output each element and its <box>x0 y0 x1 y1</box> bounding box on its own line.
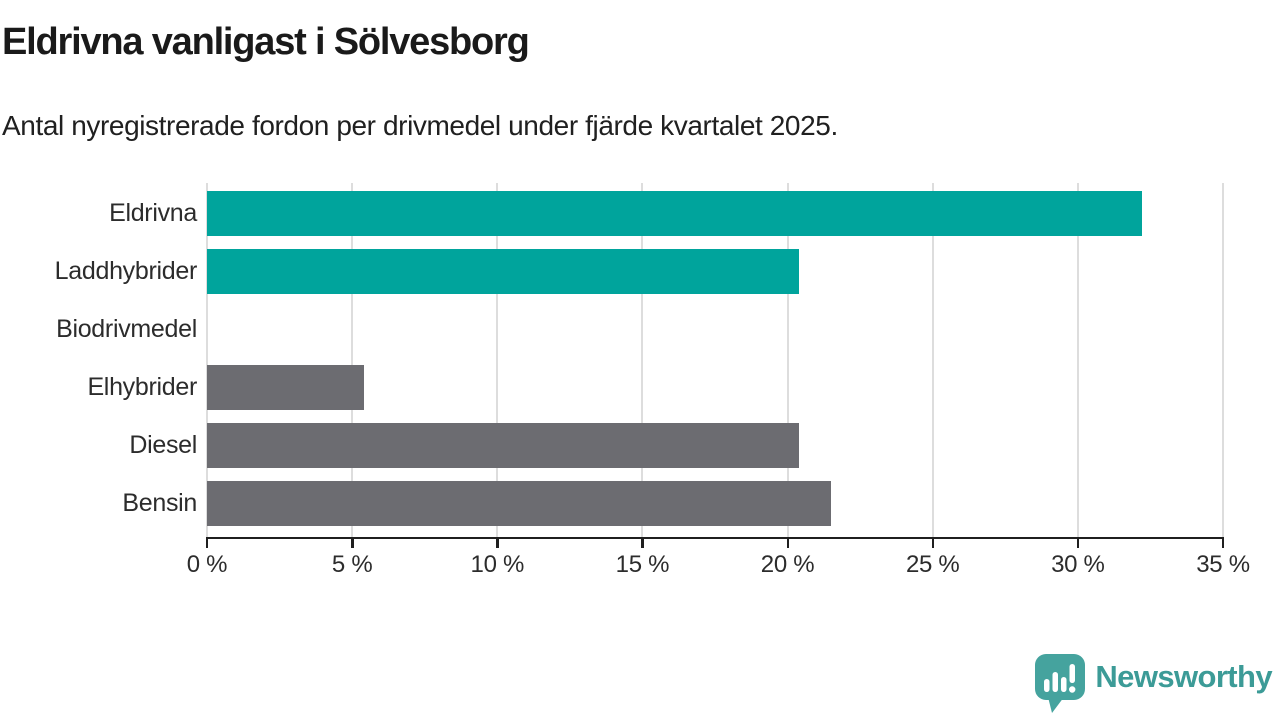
x-axis-tick-label: 5 % <box>331 551 373 578</box>
bar-laddhybrider <box>207 249 800 294</box>
chart-title: Eldrivna vanligast i Sölvesborg <box>2 21 530 63</box>
y-axis-label: Biodrivmedel <box>56 315 197 343</box>
grid-line <box>1222 183 1224 537</box>
bar-diesel <box>207 423 800 468</box>
x-axis-tick-label: 35 % <box>1196 551 1250 578</box>
x-axis-tick <box>641 539 644 548</box>
bar-eldrivna <box>207 191 1142 236</box>
grid-line <box>206 183 208 537</box>
x-axis-line <box>206 537 1224 540</box>
grid-line <box>351 183 354 537</box>
grid-line <box>496 183 499 537</box>
grid-line <box>931 183 934 537</box>
newsworthy-logo: Newsworthy <box>1034 653 1273 715</box>
y-axis-label: Laddhybrider <box>54 257 198 285</box>
y-axis-label: Diesel <box>129 431 197 459</box>
y-axis-label: Bensin <box>122 489 197 517</box>
bar-bensin <box>207 481 832 526</box>
x-axis-tick-label: 15 % <box>615 551 670 578</box>
grid-line <box>1076 183 1079 537</box>
newsworthy-logo-icon <box>1035 654 1086 713</box>
x-axis-tick <box>786 539 789 548</box>
x-axis-tick-label: 25 % <box>905 551 960 578</box>
bar-chart-plot-area: Eldrivna Laddhybrider Biodrivmedel Elhybrid… <box>55 183 1250 578</box>
x-axis-tick-label: 0 % <box>186 551 228 578</box>
x-axis-tick <box>1076 539 1080 548</box>
grid-line <box>786 183 789 537</box>
x-axis-tick <box>931 539 935 548</box>
x-axis-tick-label: 20 % <box>760 551 815 578</box>
x-axis-tick <box>1222 539 1225 548</box>
y-axis-label: Eldrivna <box>109 199 197 227</box>
newsworthy-logo-text: Newsworthy <box>1095 659 1272 694</box>
x-axis-tick-label: 30 % <box>1051 551 1105 578</box>
bar-elhybrider <box>207 365 364 410</box>
x-axis-tick <box>351 539 354 548</box>
x-axis-tick <box>206 539 209 548</box>
x-axis-tick <box>496 539 499 548</box>
y-axis-label: Elhybrider <box>87 373 197 401</box>
chart-subtitle: Antal nyregistrerade fordon per drivmede… <box>2 110 838 141</box>
x-axis-tick-label: 10 % <box>470 551 525 578</box>
grid-line <box>641 183 644 537</box>
